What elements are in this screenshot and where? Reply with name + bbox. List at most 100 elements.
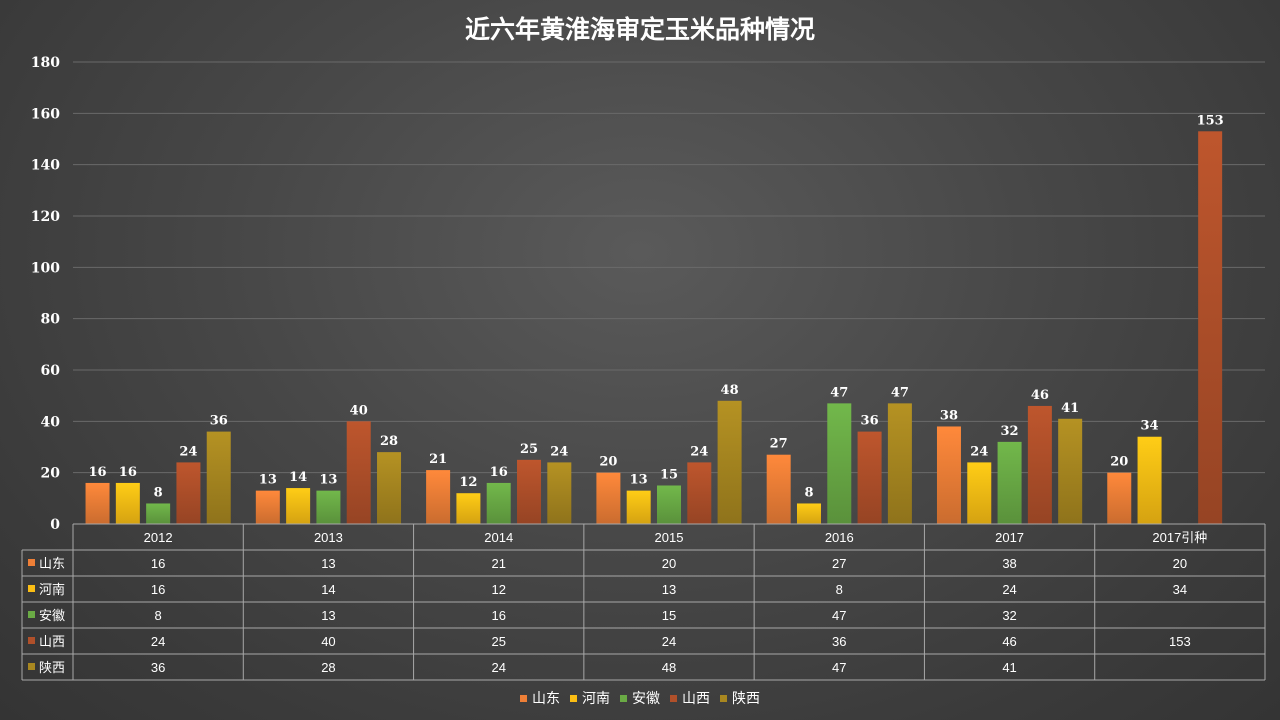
bar [286,488,311,524]
table-row-swatch [28,559,35,566]
table-cell: 153 [1169,634,1191,649]
bar [1027,405,1052,524]
legend-item: 山西 [670,688,710,708]
data-label: 36 [210,414,228,429]
legend-item: 安徽 [620,688,660,708]
bar [596,472,621,524]
y-tick-label: 0 [50,517,60,533]
data-label: 20 [1110,455,1128,470]
table-cell: 21 [491,556,505,571]
bar [316,490,341,524]
table-cell: 27 [832,556,846,571]
bar [486,482,511,524]
gridlines [73,61,1265,474]
table-cell: 48 [662,660,676,675]
table-row-label: 山东 [39,557,65,572]
legend-label: 山西 [682,691,710,707]
table-cell: 12 [491,582,505,597]
bar [936,426,961,524]
bar [547,462,572,524]
legend-swatch [520,694,527,702]
bar [206,431,231,524]
data-label: 34 [1141,419,1159,434]
data-label: 46 [1031,388,1049,403]
table-cell: 8 [836,582,843,597]
bar [1058,418,1083,524]
table-cell: 24 [662,634,676,649]
data-label: 12 [459,475,477,490]
data-label: 13 [319,473,337,488]
y-tick-label: 140 [31,158,60,174]
data-label: 41 [1061,401,1079,416]
legend-label: 河南 [582,691,610,707]
data-label: 25 [520,442,538,457]
data-label: 8 [154,485,163,500]
bar [687,462,712,524]
bar [887,403,912,524]
table-cell: 46 [1002,634,1016,649]
category-label: 2016 [825,530,854,545]
category-label: 2014 [484,530,513,545]
bar [717,400,742,524]
table-cell: 15 [662,608,676,623]
y-tick-label: 20 [41,466,61,482]
bars [85,131,1223,525]
table-cell: 47 [832,660,846,675]
bar [377,452,402,524]
data-label: 16 [88,465,106,480]
data-label: 16 [119,465,137,480]
y-tick-label: 40 [41,414,61,430]
category-label: 2013 [314,530,343,545]
legend-label: 安徽 [632,691,660,707]
data-label: 47 [830,385,848,400]
table-cell: 16 [151,582,165,597]
legend: 山东 河南 安徽 山西 陕西 [0,688,1280,708]
legend-item: 陕西 [720,688,760,708]
data-label: 15 [660,468,678,483]
table-cell: 25 [491,634,505,649]
table-row-swatch [28,611,35,618]
table-row-swatch [28,585,35,592]
table-cell: 28 [321,660,335,675]
bar [997,441,1022,524]
table-row-label: 陕西 [39,661,65,676]
legend-swatch [720,694,727,702]
y-tick-label: 160 [31,106,60,122]
table-cell: 38 [1002,556,1016,571]
table-cell: 14 [321,582,335,597]
data-label: 48 [721,383,739,398]
table-cell: 32 [1002,608,1016,623]
table-cell: 24 [491,660,505,675]
data-label: 16 [490,465,508,480]
legend-label: 山东 [532,691,560,707]
bar [176,462,201,524]
table-row-swatch [28,637,35,644]
data-label: 24 [970,444,988,459]
table-cell: 36 [151,660,165,675]
bar [626,490,651,524]
data-label: 14 [289,470,307,485]
data-labels: 16 16 8 24 36 13 14 13 40 28 21 12 16 25 24 20 13 15 24 48 2… [88,113,1223,500]
y-tick-label: 100 [31,260,60,276]
data-label: 40 [350,403,368,418]
table-row-swatch [28,663,35,670]
data-label: 28 [380,434,398,449]
y-tick-label: 60 [41,363,61,379]
bar [796,503,821,524]
table-cell: 16 [151,556,165,571]
data-label: 24 [550,444,568,459]
category-label: 2017 [995,530,1024,545]
bar [827,403,852,524]
data-label: 8 [804,485,813,500]
bar [426,470,451,524]
bar [456,493,481,524]
data-label: 27 [770,437,788,452]
data-label: 21 [429,452,447,467]
table-cell: 24 [151,634,165,649]
category-label: 2015 [655,530,684,545]
table-cell: 36 [832,634,846,649]
data-label: 24 [179,444,197,459]
category-label: 2017引种 [1152,530,1207,545]
bar [1107,472,1132,524]
table-cell: 13 [321,608,335,623]
